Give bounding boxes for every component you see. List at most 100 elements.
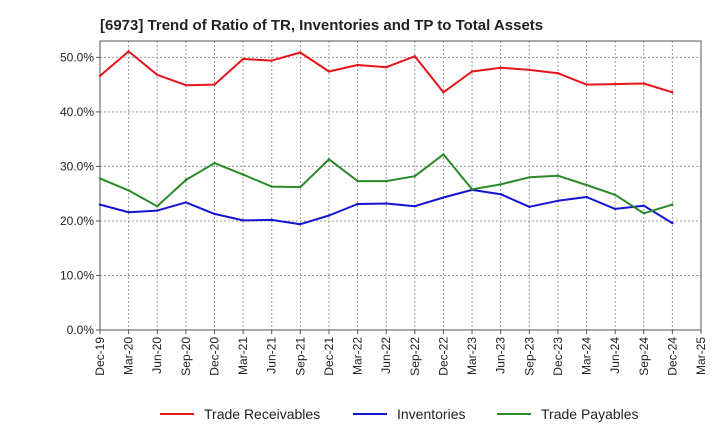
data-point-trade-receivables (299, 51, 302, 54)
data-point-trade-payables (98, 177, 102, 180)
x-tick-label: Sep-20 (179, 337, 193, 376)
data-point-trade-receivables (499, 66, 502, 69)
x-tick-label: Sep-23 (522, 337, 536, 376)
data-point-trade-receivables (556, 72, 560, 75)
data-point-trade-payables (671, 203, 674, 206)
data-point-inventories (127, 211, 130, 214)
data-point-trade-payables (413, 175, 416, 178)
data-point-trade-payables (127, 189, 130, 192)
x-tick-label: Mar-23 (465, 337, 479, 375)
legend-label-trade-receivables: Trade Receivables (204, 406, 320, 422)
x-tick-label: Jun-23 (494, 337, 508, 374)
data-point-inventories (528, 205, 531, 208)
data-point-trade-payables (499, 183, 502, 186)
data-point-trade-payables (356, 179, 359, 183)
series-line-inventories (99, 188, 673, 226)
data-point-inventories (184, 201, 188, 204)
data-point-trade-payables (585, 183, 588, 187)
y-tick-label: 50.0% (60, 50, 94, 64)
data-point-trade-receivables (213, 83, 216, 86)
y-tick-label: 10.0% (60, 268, 94, 282)
data-point-trade-receivables (356, 63, 359, 67)
data-point-trade-receivables (413, 55, 416, 58)
data-point-trade-receivables (442, 91, 445, 94)
data-point-trade-payables (556, 174, 560, 177)
data-point-trade-payables (241, 173, 245, 176)
data-point-trade-receivables (528, 68, 531, 72)
data-point-trade-receivables (156, 73, 159, 77)
data-point-trade-payables (327, 158, 331, 161)
data-point-inventories (585, 195, 588, 199)
x-tick-label: Dec-21 (322, 337, 336, 376)
data-point-trade-receivables (642, 82, 645, 85)
data-point-trade-receivables (671, 91, 674, 94)
x-tick-label: Mar-22 (351, 337, 365, 375)
series-layer (98, 50, 674, 226)
data-point-inventories (413, 205, 416, 208)
data-point-trade-payables (613, 193, 617, 196)
x-tick-label: Jun-21 (265, 337, 279, 374)
data-point-trade-receivables (270, 59, 273, 62)
data-point-trade-payables (642, 212, 645, 215)
data-point-trade-receivables (184, 84, 188, 87)
data-point-trade-receivables (585, 83, 588, 86)
data-point-inventories (241, 219, 245, 222)
x-tick-label: Sep-22 (408, 337, 422, 376)
data-point-trade-receivables (470, 70, 474, 73)
x-tick-label: Jun-22 (379, 337, 393, 374)
x-tick-label: Dec-23 (551, 337, 565, 376)
x-tick-label: Dec-19 (93, 337, 107, 376)
x-tick-label: Dec-22 (436, 337, 450, 376)
data-point-inventories (156, 209, 159, 212)
legend: Trade Receivables Inventories Trade Payabl… (160, 406, 639, 422)
data-point-inventories (299, 223, 302, 226)
x-tick-label: Mar-24 (580, 337, 594, 375)
data-point-inventories (499, 193, 502, 196)
y-tick-label: 40.0% (60, 105, 94, 119)
data-point-trade-receivables (613, 82, 617, 86)
data-point-inventories (98, 203, 102, 206)
legend-label-inventories: Inventories (397, 406, 465, 422)
data-point-trade-receivables (127, 50, 130, 53)
data-point-inventories (556, 199, 560, 202)
data-point-inventories (385, 202, 388, 205)
data-point-trade-receivables (385, 66, 388, 69)
data-point-trade-receivables (98, 74, 102, 78)
data-point-inventories (213, 212, 216, 216)
data-point-trade-payables (470, 188, 474, 191)
x-tick-label: Mar-20 (122, 337, 136, 375)
x-axis: Dec-19 Mar-20 Jun-20 Sep-20 Dec-20 Mar-21 Jun-… (93, 330, 708, 376)
data-point-trade-payables (385, 179, 388, 183)
data-point-inventories (327, 214, 331, 217)
x-tick-label: Dec-24 (665, 337, 679, 376)
data-point-trade-payables (442, 153, 445, 156)
data-point-inventories (642, 204, 645, 207)
x-tick-label: Sep-21 (293, 337, 307, 376)
data-point-trade-payables (299, 185, 302, 189)
data-point-trade-payables (270, 185, 273, 188)
data-point-trade-payables (156, 205, 159, 208)
plot-area (99, 40, 702, 331)
legend-label-trade-payables: Trade Payables (541, 406, 639, 422)
x-tick-label: Jun-24 (608, 337, 622, 374)
data-point-trade-payables (528, 176, 531, 179)
x-tick-label: Jun-20 (150, 337, 164, 374)
data-point-trade-payables (184, 178, 188, 182)
data-point-trade-receivables (327, 70, 331, 73)
y-tick-label: 30.0% (60, 159, 94, 173)
data-point-trade-payables (213, 161, 216, 165)
y-tick-label: 20.0% (60, 214, 94, 228)
data-point-trade-receivables (241, 57, 245, 61)
chart-title: [6973] Trend of Ratio of TR, Inventories… (100, 17, 543, 34)
data-point-inventories (613, 207, 617, 211)
y-axis: 0.0% 10.0% 20.0% 30.0% 40.0% 50.0% (60, 50, 100, 337)
y-tick-label: 0.0% (67, 323, 95, 337)
x-tick-label: Mar-25 (694, 337, 708, 375)
data-point-inventories (442, 196, 445, 199)
data-point-inventories (356, 202, 359, 206)
x-tick-label: Sep-24 (637, 337, 651, 376)
x-tick-label: Mar-21 (236, 337, 250, 375)
data-point-inventories (270, 218, 273, 222)
data-point-inventories (671, 221, 674, 225)
